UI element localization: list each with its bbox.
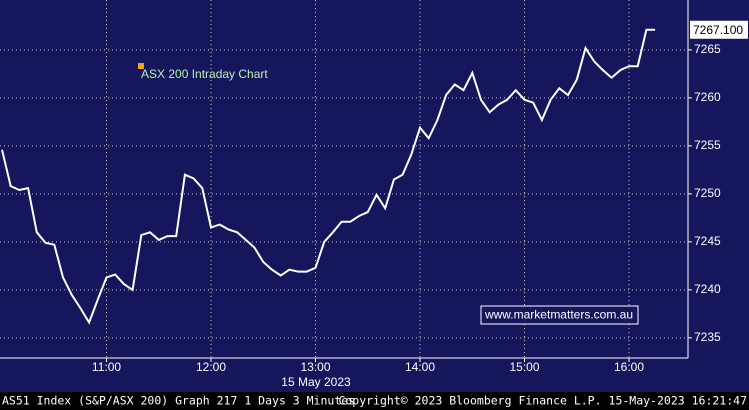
y-tick-label: 7250 — [694, 186, 721, 200]
footer-right: 15-May-2023 16:21:47 — [609, 394, 748, 408]
price-line — [1, 28, 656, 325]
y-tick-label: 7255 — [694, 138, 721, 152]
annotation-marker — [138, 63, 144, 69]
x-tick-label: 12:00 — [196, 360, 226, 374]
y-tick-label: 7265 — [694, 42, 721, 56]
footer-center: Copyright© 2023 Bloomberg Finance L.P. — [338, 394, 601, 408]
footer-left: AS51 Index (S&P/ASX 200) Graph 217 1 Day… — [2, 394, 355, 408]
y-tick-label: 7235 — [694, 330, 721, 344]
x-tick-label: 14:00 — [405, 360, 435, 374]
date-label: 15 May 2023 — [281, 375, 351, 389]
watermark: www.marketmatters.com.au — [484, 308, 633, 322]
x-tick-label: 13:00 — [300, 360, 330, 374]
x-tick-label: 16:00 — [614, 360, 644, 374]
y-tick-label: 7240 — [694, 282, 721, 296]
last-value-box — [690, 20, 748, 39]
x-tick-label: 15:00 — [509, 360, 539, 374]
last-value-label: 7267.100 — [693, 23, 743, 37]
plot-background — [0, 0, 749, 392]
footer-bar — [0, 392, 749, 410]
x-tick-label: 11:00 — [92, 360, 121, 374]
annotation: ASX 200 Intraday Chart — [141, 67, 268, 81]
y-tick-label: 7245 — [694, 234, 721, 248]
watermark-box — [480, 305, 639, 325]
y-tick-label: 7260 — [694, 90, 721, 104]
